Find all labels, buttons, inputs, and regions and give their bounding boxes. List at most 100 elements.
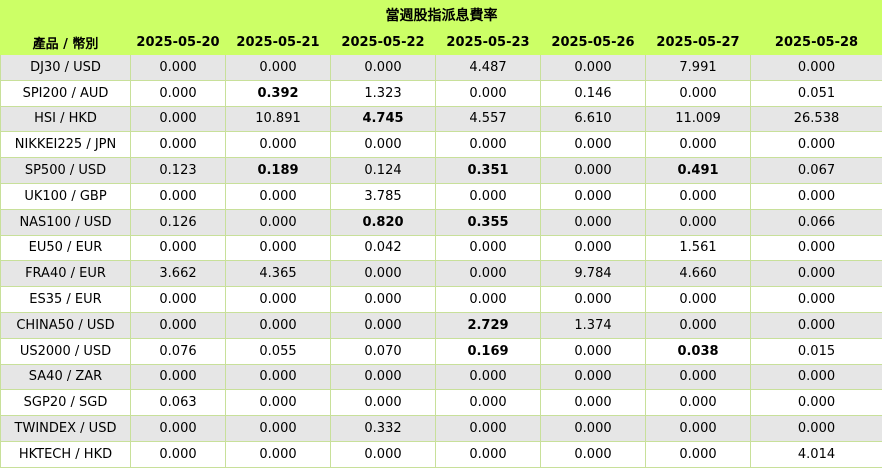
rate-cell: 0.000	[645, 311, 751, 339]
product-cell: DJ30 / USD	[0, 54, 131, 81]
rate-cell: 0.000	[435, 363, 541, 391]
rate-cell: 0.000	[130, 105, 226, 133]
rate-cell: 0.000	[750, 234, 882, 262]
rate-cell: 0.124	[330, 157, 436, 184]
rate-cell: 0.000	[750, 389, 882, 417]
rate-cell: 10.891	[225, 105, 331, 133]
table-title: 當週股指派息費率	[0, 0, 882, 30]
table-body: DJ30 / USD 0.000 0.000 0.000 4.487 0.000 7.991…	[0, 54, 882, 468]
rate-cell: 0.000	[435, 415, 541, 442]
rate-cell: 0.000	[330, 363, 436, 391]
rate-cell: 0.000	[130, 234, 226, 262]
rate-cell: 4.014	[750, 440, 882, 468]
rate-cell: 0.000	[435, 234, 541, 262]
rate-cell: 9.784	[540, 260, 646, 288]
rate-cell: 26.538	[750, 105, 882, 133]
rate-cell: 0.000	[225, 363, 331, 391]
rate-cell: 0.000	[225, 54, 331, 81]
rate-cell: 0.000	[330, 440, 436, 468]
rate-cell: 0.000	[750, 182, 882, 210]
table-row: UK100 / GBP 0.000 0.000 3.785 0.000 0.000 0.00…	[0, 182, 882, 210]
table-row: SA40 / ZAR 0.000 0.000 0.000 0.000 0.000 0.000…	[0, 363, 882, 391]
column-header-date: 2025-05-26	[540, 29, 646, 55]
rate-cell: 0.000	[540, 157, 646, 184]
rate-cell: 0.042	[330, 234, 436, 262]
rate-cell: 4.487	[435, 54, 541, 81]
table-row: US2000 / USD 0.076 0.055 0.070 0.169 0.000 0.0…	[0, 337, 882, 365]
product-cell: ES35 / EUR	[0, 286, 131, 313]
rate-cell: 3.785	[330, 182, 436, 210]
rate-cell: 0.000	[645, 363, 751, 391]
rate-cell: 0.000	[645, 415, 751, 442]
rate-cell: 0.392	[225, 79, 331, 107]
rate-cell: 0.000	[750, 415, 882, 442]
rate-cell: 0.070	[330, 337, 436, 365]
rate-cell: 0.000	[130, 182, 226, 210]
rate-cell: 0.000	[130, 131, 226, 159]
rate-cell: 0.000	[750, 311, 882, 339]
rate-cell: 1.561	[645, 234, 751, 262]
rate-cell: 0.000	[130, 79, 226, 107]
rate-cell: 0.000	[225, 234, 331, 262]
table-row: CHINA50 / USD 0.000 0.000 0.000 2.729 1.374 0.…	[0, 311, 882, 339]
rate-cell: 0.000	[225, 440, 331, 468]
product-cell: NIKKEI225 / JPN	[0, 131, 131, 159]
rate-cell: 0.000	[330, 389, 436, 417]
rate-cell: 0.820	[330, 208, 436, 236]
rate-cell: 0.491	[645, 157, 751, 184]
rate-cell: 0.000	[435, 182, 541, 210]
rate-cell: 0.000	[435, 79, 541, 107]
rate-cell: 0.000	[130, 363, 226, 391]
rate-cell: 7.991	[645, 54, 751, 81]
rate-cell: 0.051	[750, 79, 882, 107]
rate-cell: 0.000	[540, 415, 646, 442]
rate-cell: 0.067	[750, 157, 882, 184]
rate-cell: 0.000	[645, 208, 751, 236]
table-row: NIKKEI225 / JPN 0.000 0.000 0.000 0.000 0.000…	[0, 131, 882, 159]
column-header-date: 2025-05-22	[330, 29, 436, 55]
rate-cell: 0.000	[435, 389, 541, 417]
rate-cell: 4.745	[330, 105, 436, 133]
rate-cell: 4.557	[435, 105, 541, 133]
column-header-date: 2025-05-21	[225, 29, 331, 55]
rate-cell: 0.000	[750, 260, 882, 288]
rate-cell: 0.000	[130, 311, 226, 339]
rate-cell: 0.000	[645, 286, 751, 313]
rate-cell: 0.000	[225, 182, 331, 210]
rate-cell: 0.000	[435, 260, 541, 288]
rate-cell: 0.169	[435, 337, 541, 365]
rate-cell: 0.000	[130, 54, 226, 81]
table-row: SP500 / USD 0.123 0.189 0.124 0.351 0.000 0.49…	[0, 157, 882, 184]
rate-cell: 0.000	[540, 286, 646, 313]
product-cell: SGP20 / SGD	[0, 389, 131, 417]
column-header-date: 2025-05-27	[645, 29, 751, 55]
rate-cell: 0.000	[330, 260, 436, 288]
rate-cell: 0.000	[750, 131, 882, 159]
table-row: DJ30 / USD 0.000 0.000 0.000 4.487 0.000 7.991…	[0, 54, 882, 81]
rate-cell: 0.038	[645, 337, 751, 365]
rate-cell: 0.055	[225, 337, 331, 365]
rate-cell: 0.126	[130, 208, 226, 236]
rate-cell: 3.662	[130, 260, 226, 288]
rate-cell: 4.660	[645, 260, 751, 288]
product-cell: TWINDEX / USD	[0, 415, 131, 442]
rate-cell: 6.610	[540, 105, 646, 133]
table-row: HKTECH / HKD 0.000 0.000 0.000 0.000 0.000 0.0…	[0, 440, 882, 468]
rate-cell: 0.000	[540, 208, 646, 236]
rate-cell: 0.000	[540, 389, 646, 417]
table-row: TWINDEX / USD 0.000 0.000 0.332 0.000 0.000 0.…	[0, 415, 882, 442]
rate-cell: 1.374	[540, 311, 646, 339]
rate-cell: 0.000	[330, 131, 436, 159]
table-row: SPI200 / AUD 0.000 0.392 1.323 0.000 0.146 0.0…	[0, 79, 882, 107]
column-header-date: 2025-05-23	[435, 29, 541, 55]
rate-cell: 0.000	[540, 234, 646, 262]
product-cell: UK100 / GBP	[0, 182, 131, 210]
rate-cell: 0.000	[540, 363, 646, 391]
rate-cell: 0.000	[645, 79, 751, 107]
rate-cell: 1.323	[330, 79, 436, 107]
rate-cell: 0.000	[435, 131, 541, 159]
rate-cell: 0.189	[225, 157, 331, 184]
product-cell: SA40 / ZAR	[0, 363, 131, 391]
rate-cell: 0.066	[750, 208, 882, 236]
